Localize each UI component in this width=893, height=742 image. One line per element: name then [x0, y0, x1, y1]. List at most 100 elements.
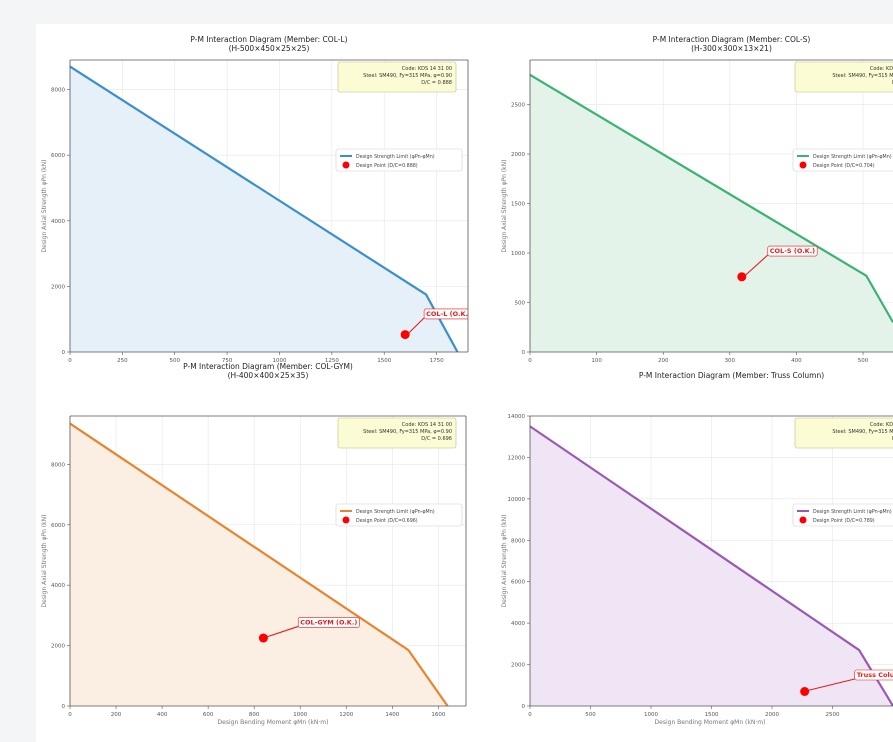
legend-entry-point: Design Point (D/C=0.704) — [813, 163, 875, 169]
info-line: Steel: SM490, Fy=315 MPa, — [832, 429, 893, 435]
legend-point-swatch — [799, 161, 807, 169]
annotation-arrow — [407, 317, 425, 335]
x-axis-label: Design Bending Moment φMn (kN·m) — [655, 719, 766, 726]
legend-entry-line: Design Strength Limit (φPn-φMn) — [813, 154, 892, 160]
legend-entry-line: Design Strength Limit (φPn-φMn) — [356, 509, 435, 515]
chart-panel-1: COL-L (O.K.) 0 250 500 750 1000 1250 1500 1750 0 2… — [36, 24, 488, 386]
x-tick-label: 250 — [117, 358, 128, 364]
annotation-arrow — [807, 678, 855, 692]
y-tick-label: 500 — [515, 301, 526, 307]
y-tick-label: 2000 — [511, 152, 525, 158]
strength-area — [70, 423, 448, 706]
x-tick-label: 1400 — [385, 712, 399, 718]
x-tick-label: 200 — [658, 358, 669, 364]
legend-box — [792, 503, 893, 527]
info-line: D/C — [892, 80, 893, 86]
y-tick-label: 0 — [522, 350, 526, 356]
info-line: Code: KDS 1 — [870, 422, 893, 428]
chart-subtitle: (H-300×300×13×21) — [691, 44, 772, 53]
x-tick-label: 1000 — [272, 358, 286, 364]
legend-entry-line: Design Strength Limit (φPn-φMn) — [356, 154, 435, 160]
info-line: Steel: SM490, Fy=315 MPa, φ=0.90 — [363, 73, 452, 79]
x-tick-label: 0 — [528, 358, 532, 364]
info-line: Steel: SM490, Fy=315 MPa, — [832, 73, 893, 79]
legend-point-swatch — [799, 516, 807, 524]
x-tick-label: 1500 — [377, 358, 391, 364]
legend-entry-line: Design Strength Limit (φPn-φMn) — [813, 509, 892, 515]
info-line: D/C — [892, 436, 893, 442]
y-tick-label: 0 — [522, 704, 526, 710]
annotation-label: COL-S (O.K.) — [770, 247, 815, 255]
y-tick-label: 2500 — [511, 103, 525, 109]
design-point — [800, 687, 810, 696]
y-tick-label: 2000 — [511, 663, 525, 669]
annotation-box — [297, 617, 360, 628]
info-line: D/C = 0.888 — [421, 80, 452, 86]
y-axis-label: Design Axial Strength φPn (kN) — [41, 515, 48, 608]
annotation-box — [423, 308, 468, 320]
y-tick-label: 8000 — [51, 462, 65, 468]
x-tick-label: 400 — [791, 358, 802, 364]
info-box — [337, 61, 457, 93]
y-tick-label: 14000 — [508, 414, 526, 420]
legend-box — [792, 148, 893, 172]
strength-limit-line — [70, 65, 459, 352]
x-tick-label: 300 — [725, 358, 736, 364]
x-tick-label: 1500 — [705, 712, 719, 718]
x-tick-label: 600 — [203, 712, 214, 718]
strength-limit-line — [530, 73, 893, 323]
info-line: Code: KDS 1 — [870, 66, 893, 72]
x-axis-label: Design Bending Moment φMn (kN·m) — [218, 719, 329, 726]
design-point — [737, 272, 747, 282]
x-tick-label: 0 — [528, 712, 532, 718]
y-tick-label: 10000 — [508, 497, 526, 503]
x-tick-label: 1250 — [325, 358, 339, 364]
chart-title: P-M Interaction Diagram (Member: COL-S) — [653, 35, 811, 44]
x-tick-label: 500 — [585, 712, 596, 718]
strength-area — [530, 74, 893, 352]
x-tick-label: 1600 — [431, 712, 445, 718]
y-tick-label: 6000 — [511, 580, 525, 586]
y-tick-label: 4000 — [511, 621, 525, 627]
y-tick-label: 12000 — [508, 455, 526, 461]
info-box — [794, 417, 893, 449]
chart-panel-4: Truss Column 0 500 1000 1500 2000 2500 0 2000 400… — [486, 362, 893, 742]
plot-content: COL-S (O.K.) — [530, 73, 893, 352]
x-tick-label: 500 — [858, 358, 869, 364]
y-tick-label: 6000 — [51, 523, 65, 529]
annotation-label: COL-L (O.K.) — [426, 310, 471, 318]
info-box — [337, 417, 457, 449]
annotation-label: COL-GYM (O.K.) — [300, 618, 357, 626]
chart-subtitle: (H-500×450×25×25) — [229, 44, 310, 53]
chart-subtitle: (H-400×400×25×35) — [228, 371, 309, 380]
x-tick-label: 2500 — [826, 712, 840, 718]
x-tick-label: 0 — [68, 358, 72, 364]
x-tick-label: 400 — [157, 712, 168, 718]
x-tick-label: 1000 — [644, 712, 658, 718]
plot-content: Truss Column — [530, 425, 893, 706]
legend-entry-point: Design Point (D/C=0.888) — [356, 163, 418, 169]
strength-limit-line — [530, 425, 893, 706]
legend-point-swatch — [342, 516, 350, 524]
legend-entry-point: Design Point (D/C=0.789) — [813, 518, 875, 524]
y-tick-label: 6000 — [51, 153, 65, 159]
y-tick-label: 4000 — [51, 583, 65, 589]
annotation-arrow — [266, 625, 299, 638]
strength-limit-line — [70, 422, 449, 706]
chart-title: P-M Interaction Diagram (Member: COL-L) — [190, 35, 347, 44]
plot-content: COL-GYM (O.K.) — [70, 422, 449, 706]
legend-box — [335, 503, 463, 527]
info-line: Code: KDS 14 31 00 — [402, 66, 452, 72]
strength-area — [70, 66, 458, 352]
info-line: Code: KDS 14 31 00 — [402, 422, 452, 428]
info-line: Steel: SM490, Fy=315 MPa, φ=0.90 — [363, 429, 452, 435]
x-tick-label: 200 — [111, 712, 122, 718]
chart-title: P-M Interaction Diagram (Member: Truss C… — [639, 371, 824, 380]
y-tick-label: 0 — [62, 350, 66, 356]
y-tick-label: 2000 — [51, 644, 65, 650]
x-tick-label: 100 — [591, 358, 602, 364]
design-point — [258, 633, 268, 643]
x-tick-label: 1200 — [339, 712, 353, 718]
x-tick-label: 800 — [249, 712, 260, 718]
annotation-arrow — [744, 254, 769, 277]
